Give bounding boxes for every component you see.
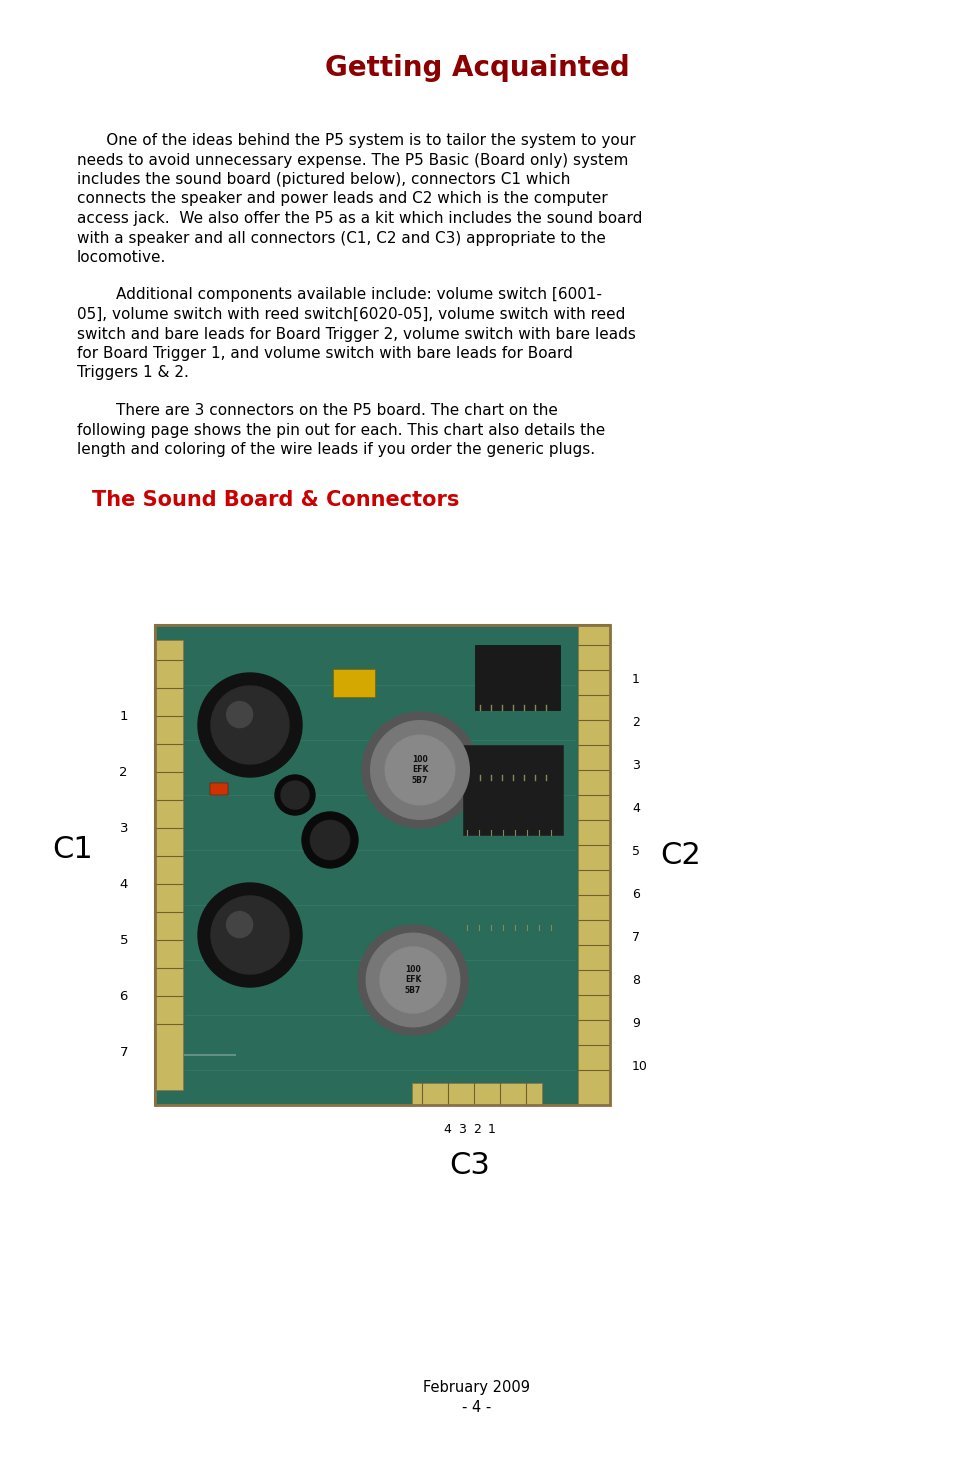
Text: 5: 5 xyxy=(631,845,639,858)
Text: needs to avoid unnecessary expense. The P5 Basic (Board only) system: needs to avoid unnecessary expense. The … xyxy=(77,152,628,168)
Text: C2: C2 xyxy=(659,841,700,869)
Text: 3: 3 xyxy=(457,1122,465,1136)
Circle shape xyxy=(371,721,469,819)
Text: 3: 3 xyxy=(119,822,128,835)
Bar xyxy=(475,645,559,709)
Bar xyxy=(154,625,609,1105)
Text: 5: 5 xyxy=(119,934,128,947)
Text: 7: 7 xyxy=(631,931,639,944)
Circle shape xyxy=(379,947,446,1013)
Bar xyxy=(578,625,609,1105)
Circle shape xyxy=(198,884,302,987)
Text: February 2009: February 2009 xyxy=(423,1381,530,1395)
Circle shape xyxy=(310,820,349,860)
Circle shape xyxy=(357,925,468,1035)
Text: connects the speaker and power leads and C2 which is the computer: connects the speaker and power leads and… xyxy=(77,192,607,206)
Circle shape xyxy=(366,934,459,1027)
Text: locomotive.: locomotive. xyxy=(77,249,166,266)
Bar xyxy=(210,783,228,795)
Text: following page shows the pin out for each. This chart also details the: following page shows the pin out for eac… xyxy=(77,422,604,438)
Circle shape xyxy=(281,780,309,808)
Text: 7: 7 xyxy=(119,1046,128,1059)
Text: 4: 4 xyxy=(442,1122,451,1136)
Text: 10: 10 xyxy=(631,1061,647,1072)
Text: 100
EFK
5B7: 100 EFK 5B7 xyxy=(404,965,420,996)
Text: There are 3 connectors on the P5 board. The chart on the: There are 3 connectors on the P5 board. … xyxy=(77,403,558,417)
Text: with a speaker and all connectors (C1, C2 and C3) appropriate to the: with a speaker and all connectors (C1, C… xyxy=(77,230,605,245)
Text: Triggers 1 & 2.: Triggers 1 & 2. xyxy=(77,366,189,381)
Text: - 4 -: - 4 - xyxy=(462,1400,491,1415)
Circle shape xyxy=(385,735,455,805)
Text: 2: 2 xyxy=(473,1122,480,1136)
Text: length and coloring of the wire leads if you order the generic plugs.: length and coloring of the wire leads if… xyxy=(77,442,595,457)
Circle shape xyxy=(198,673,302,777)
Circle shape xyxy=(211,686,289,764)
Text: for Board Trigger 1, and volume switch with bare leads for Board: for Board Trigger 1, and volume switch w… xyxy=(77,347,572,361)
Bar xyxy=(462,745,562,835)
Bar xyxy=(333,670,375,698)
Text: 6: 6 xyxy=(631,888,639,901)
Text: Getting Acquainted: Getting Acquainted xyxy=(324,55,629,83)
Text: 1: 1 xyxy=(488,1122,496,1136)
Text: 4: 4 xyxy=(119,878,128,891)
Text: switch and bare leads for Board Trigger 2, volume switch with bare leads: switch and bare leads for Board Trigger … xyxy=(77,326,636,342)
Circle shape xyxy=(361,712,477,827)
Text: One of the ideas behind the P5 system is to tailor the system to your: One of the ideas behind the P5 system is… xyxy=(77,133,635,148)
Bar xyxy=(154,625,609,1105)
Text: access jack.  We also offer the P5 as a kit which includes the sound board: access jack. We also offer the P5 as a k… xyxy=(77,211,641,226)
Text: 4: 4 xyxy=(631,802,639,816)
Circle shape xyxy=(302,813,357,867)
Bar xyxy=(412,1083,541,1105)
Text: 1: 1 xyxy=(631,673,639,686)
Circle shape xyxy=(227,702,253,727)
Text: 05], volume switch with reed switch[6020-05], volume switch with reed: 05], volume switch with reed switch[6020… xyxy=(77,307,625,322)
Circle shape xyxy=(227,912,253,938)
Text: 1: 1 xyxy=(119,709,128,723)
Circle shape xyxy=(211,895,289,974)
Bar xyxy=(154,640,183,1090)
Text: 8: 8 xyxy=(631,974,639,987)
Text: The Sound Board & Connectors: The Sound Board & Connectors xyxy=(91,490,459,509)
Text: 3: 3 xyxy=(631,760,639,771)
Text: 2: 2 xyxy=(631,715,639,729)
Text: 100
EFK
5B7: 100 EFK 5B7 xyxy=(412,755,428,785)
Text: C1: C1 xyxy=(52,835,93,864)
Text: C3: C3 xyxy=(449,1150,490,1180)
Text: 9: 9 xyxy=(631,1016,639,1030)
Text: 2: 2 xyxy=(119,766,128,779)
Text: Additional components available include: volume switch [6001-: Additional components available include:… xyxy=(77,288,601,302)
Circle shape xyxy=(274,774,314,816)
Text: includes the sound board (pictured below), connectors C1 which: includes the sound board (pictured below… xyxy=(77,173,570,187)
Text: 6: 6 xyxy=(119,990,128,1003)
